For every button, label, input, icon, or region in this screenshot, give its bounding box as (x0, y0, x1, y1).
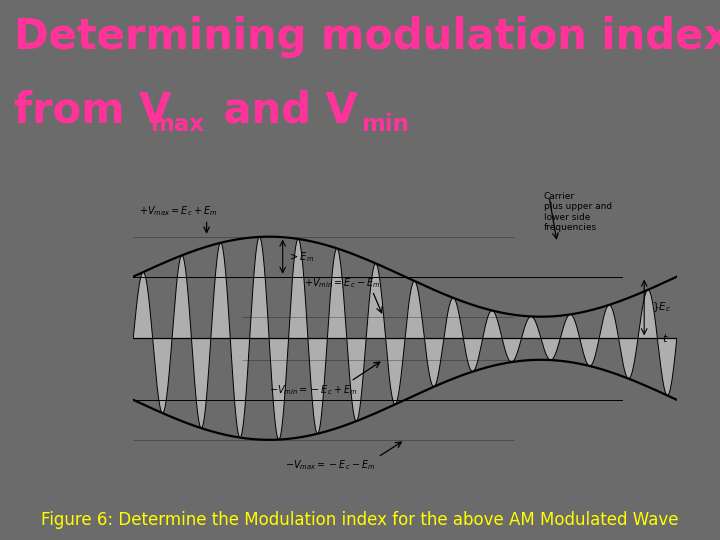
Text: $-V_{min} = -E_c + E_m$: $-V_{min} = -E_c + E_m$ (269, 383, 358, 397)
Text: $\mathregular{>}E_m$: $\mathregular{>}E_m$ (288, 250, 315, 264)
Text: $t$: $t$ (662, 332, 669, 345)
Text: min: min (361, 113, 409, 137)
Text: $+V_{min} = E_c - E_m$: $+V_{min} = E_c - E_m$ (305, 276, 381, 289)
Text: $\}E_c$: $\}E_c$ (652, 301, 671, 314)
Text: $+V_{max} = E_c + E_m$: $+V_{max} = E_c + E_m$ (139, 205, 217, 218)
Text: Figure 6: Determine the Modulation index for the above AM Modulated Wave: Figure 6: Determine the Modulation index… (41, 511, 679, 529)
Text: $-V_{max} = -E_c - E_m$: $-V_{max} = -E_c - E_m$ (285, 458, 376, 472)
Text: from V: from V (14, 89, 171, 131)
Text: max: max (150, 113, 204, 137)
Text: Determining modulation index: Determining modulation index (14, 16, 720, 58)
Text: Carrier
plus upper and
lower side
frequencies: Carrier plus upper and lower side freque… (544, 192, 612, 232)
Text: and V: and V (209, 89, 358, 131)
